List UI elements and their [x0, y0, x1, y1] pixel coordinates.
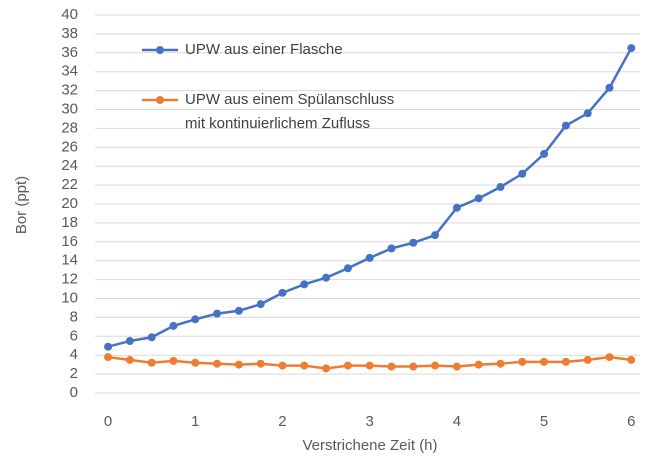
- data-point: [627, 44, 636, 53]
- data-point: [125, 337, 134, 346]
- data-point: [213, 359, 222, 368]
- x-axis-label: Verstrichene Zeit (h): [302, 437, 437, 454]
- data-point: [343, 264, 352, 273]
- data-point: [474, 360, 483, 369]
- data-point: [169, 321, 178, 330]
- y-tick-label: 16: [61, 233, 78, 250]
- data-point: [104, 353, 113, 362]
- y-tick-label: 2: [70, 365, 78, 382]
- y-tick-label: 12: [61, 271, 78, 288]
- x-tick-label: 2: [278, 413, 286, 430]
- x-tick-label: 4: [453, 413, 461, 430]
- data-point: [300, 280, 309, 289]
- legend-label: UPW aus einem Spülanschluss mit kontinui…: [185, 91, 395, 132]
- x-tick-label: 5: [540, 413, 548, 430]
- y-axis-label: Bor (ppt): [13, 176, 30, 234]
- data-point: [234, 360, 243, 369]
- data-point: [496, 359, 505, 368]
- y-tick-label: 14: [61, 252, 78, 269]
- data-point: [300, 361, 309, 370]
- data-point: [322, 364, 331, 373]
- legend-marker: [156, 96, 164, 104]
- data-point: [278, 288, 287, 297]
- data-point: [431, 361, 440, 370]
- data-point: [409, 362, 418, 371]
- data-point: [343, 361, 352, 370]
- data-point: [191, 358, 200, 367]
- legend-label: UPW aus einer Flasche: [185, 41, 343, 58]
- y-tick-label: 22: [61, 176, 78, 193]
- data-point: [452, 203, 461, 212]
- data-point: [605, 83, 614, 92]
- y-tick-label: 0: [70, 384, 78, 401]
- data-point: [365, 361, 374, 370]
- data-point: [147, 358, 156, 367]
- data-point: [431, 231, 440, 240]
- data-point: [561, 121, 570, 130]
- data-point: [518, 357, 527, 366]
- data-point: [125, 355, 134, 364]
- data-point: [496, 182, 505, 191]
- y-tick-label: 32: [61, 82, 78, 99]
- data-point: [540, 357, 549, 366]
- x-tick-label: 3: [366, 413, 374, 430]
- y-tick-label: 30: [61, 100, 78, 117]
- x-tick-label: 6: [627, 413, 635, 430]
- y-tick-label: 8: [70, 308, 78, 325]
- data-point: [605, 353, 614, 362]
- data-point: [256, 300, 265, 309]
- y-tick-label: 4: [70, 346, 78, 363]
- data-point: [147, 333, 156, 342]
- data-point: [104, 342, 113, 351]
- data-point: [583, 109, 592, 118]
- data-point: [561, 357, 570, 366]
- x-tick-label: 1: [191, 413, 199, 430]
- data-point: [256, 359, 265, 368]
- data-point: [409, 238, 418, 247]
- data-point: [278, 361, 287, 370]
- legend-marker: [156, 46, 164, 54]
- y-tick-label: 24: [61, 157, 78, 174]
- y-tick-label: 28: [61, 119, 78, 136]
- data-point: [322, 273, 331, 282]
- data-point: [234, 306, 243, 315]
- data-point: [213, 309, 222, 318]
- data-point: [191, 315, 200, 324]
- data-point: [518, 169, 527, 178]
- data-point: [583, 355, 592, 364]
- data-point: [627, 355, 636, 364]
- data-point: [452, 362, 461, 371]
- data-point: [365, 253, 374, 262]
- y-tick-label: 36: [61, 44, 78, 61]
- y-tick-label: 6: [70, 327, 78, 344]
- data-point: [387, 244, 396, 253]
- data-point: [387, 362, 396, 371]
- y-tick-label: 20: [61, 195, 78, 212]
- y-tick-label: 40: [61, 6, 78, 23]
- data-point: [169, 356, 178, 365]
- y-tick-label: 34: [61, 63, 78, 80]
- data-point: [540, 149, 549, 158]
- y-tick-label: 38: [61, 25, 78, 42]
- y-tick-label: 18: [61, 214, 78, 231]
- x-tick-label: 0: [104, 413, 112, 430]
- data-point: [474, 194, 483, 203]
- y-tick-label: 26: [61, 138, 78, 155]
- y-tick-label: 10: [61, 289, 78, 306]
